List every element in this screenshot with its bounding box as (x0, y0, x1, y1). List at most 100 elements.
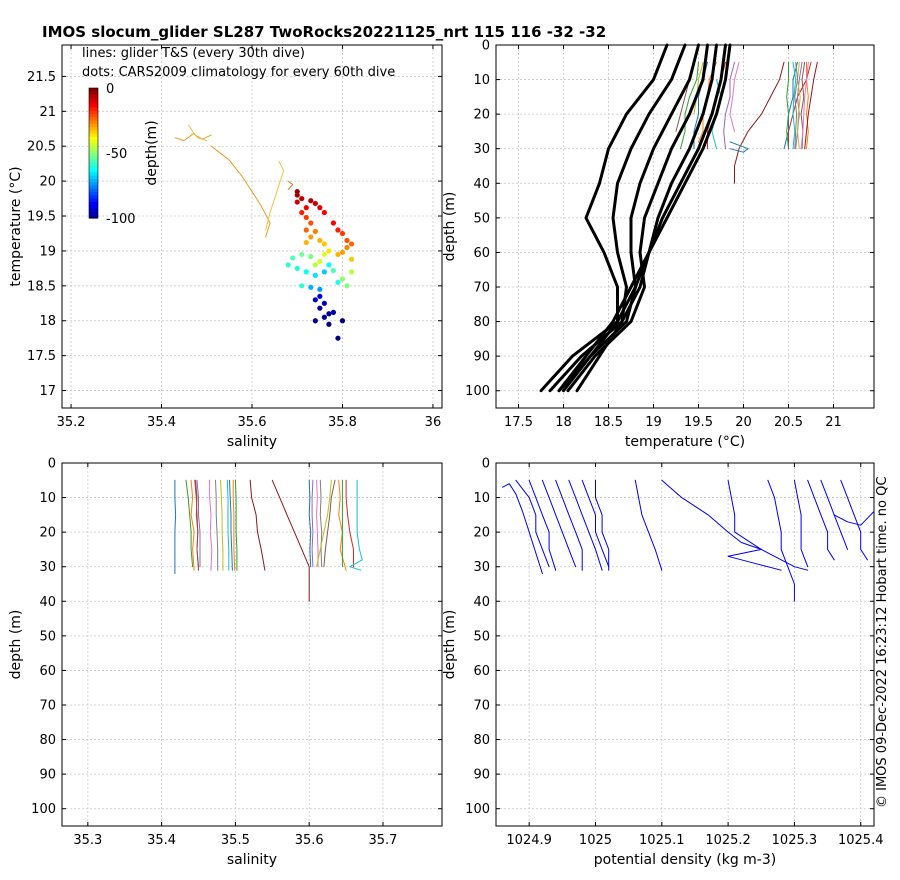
climatology-point (312, 297, 318, 303)
y-tick-label: 90 (473, 768, 490, 783)
y-tick-label: 40 (473, 595, 490, 610)
y-axis-label: depth (m) (8, 610, 24, 680)
legend-note-lines: lines: glider T&S (every 30th dive) (82, 46, 305, 61)
colorbar-segment (89, 179, 98, 183)
x-tick-label: 35.8 (328, 415, 357, 430)
colorbar-segment (89, 133, 98, 138)
colorbar-tick-label: -50 (106, 147, 127, 162)
climatology-point (321, 241, 327, 247)
glider-density-profile (767, 479, 795, 602)
y-tick-label: 60 (473, 664, 490, 679)
climatology-point (344, 237, 350, 244)
climatology-temperature-profile (557, 43, 732, 393)
glider-temperature-profile (729, 141, 749, 153)
colorbar-segment (89, 169, 98, 174)
glider-density-profile (555, 479, 583, 571)
glider-salinity-profile (215, 479, 219, 571)
glider-salinity-profile (196, 479, 201, 568)
climatology-point (312, 318, 318, 324)
salinity-depth-axes: 35.3 35.4 35.5 35.6 35.7 0 10 20 30 40 50 60 70 80 90 1… (8, 457, 443, 868)
climatology-point (335, 251, 341, 258)
colorbar-segment (89, 120, 98, 125)
glider-salinity-profile (220, 479, 224, 571)
glider-temperature-profile (693, 61, 704, 115)
climatology-point (308, 220, 314, 226)
x-tick-label: 36 (425, 415, 442, 430)
glider-salinity-profile (338, 479, 347, 571)
glider-salinity-profile (190, 479, 195, 571)
ts-axes: 35.2 35.4 35.6 35.8 36 17 17.5 18 18.5 19 19.5 20 20… (8, 44, 443, 450)
colorbar-segment (89, 166, 98, 170)
glider-temperature-profile (783, 61, 798, 150)
glider-temperature-profile (729, 61, 740, 132)
colorbar-segment (89, 162, 98, 167)
y-tick-label: 70 (473, 281, 490, 296)
climatology-point (326, 248, 332, 254)
climatology-point (317, 237, 323, 244)
y-tick-label: 80 (39, 733, 56, 748)
y-tick-label: 50 (473, 211, 490, 226)
y-tick-label: 70 (473, 699, 490, 714)
climatology-point (303, 239, 309, 246)
colorbar-segment (89, 159, 98, 164)
gridlines (62, 45, 442, 408)
density-depth-axes: 1024.9 1025 1025.1 1025.2 1025.3 1025.4 0 10 20 3… (442, 457, 883, 869)
y-tick-label: 19 (39, 244, 56, 259)
climatology-point (285, 262, 291, 268)
glider-salinity-profile (195, 479, 199, 568)
climatology-point (335, 279, 341, 285)
colorbar-segment (89, 188, 98, 193)
climatology-point (317, 205, 323, 211)
colorbar-segment (89, 211, 98, 216)
colorbar-segment (89, 114, 98, 118)
glider-salinity-profile (234, 479, 238, 571)
x-axis-label: temperature (°C) (625, 434, 745, 450)
y-tick-label: 18 (39, 314, 56, 329)
climatology-point (321, 269, 327, 275)
glider-density-profile (595, 479, 610, 571)
climatology-point (308, 253, 314, 260)
glider-density-profile (793, 479, 809, 568)
glider-temperature-profile (723, 61, 735, 150)
climatology-point (339, 318, 346, 324)
x-tick-label: 35.6 (295, 833, 324, 848)
climatology-point (317, 305, 323, 311)
glider-density-profile (541, 479, 577, 568)
climatology-temperature-profile (562, 43, 727, 393)
glider-temperature-profile (786, 61, 789, 150)
colorbar-segment (89, 205, 98, 209)
x-tick-label: 35.5 (221, 833, 250, 848)
glider-ts-line (174, 133, 212, 142)
colorbar-segment (89, 107, 98, 112)
x-tick-label: 35.4 (147, 415, 176, 430)
y-tick-label: 30 (473, 142, 490, 157)
y-tick-label: 40 (473, 177, 490, 192)
glider-density-profile (727, 479, 809, 571)
colorbar-segment (89, 156, 98, 161)
glider-salinity-profile (349, 479, 363, 571)
colorbar-segment (89, 153, 98, 157)
climatology-point (321, 209, 327, 216)
climatology-point (299, 251, 305, 258)
glider-ts-line (287, 180, 294, 190)
plot-area (496, 463, 874, 826)
glider-ts-line (210, 145, 271, 238)
climatology-temperature-profile (566, 43, 709, 393)
climatology-point (308, 198, 314, 204)
x-tick-label: 35.4 (147, 833, 176, 848)
climatology-point (290, 255, 296, 261)
y-tick-label: 10 (473, 73, 490, 88)
y-tick-label: 80 (473, 733, 490, 748)
climatology-point (294, 199, 300, 205)
climatology-point (303, 214, 309, 221)
y-tick-label: 90 (473, 350, 490, 365)
climatology-point (339, 276, 346, 282)
glider-ts-line (265, 161, 285, 231)
climatology-point (303, 205, 309, 211)
y-tick-label: 0 (48, 457, 56, 472)
axes-frame (495, 462, 875, 827)
y-tick-label: 10 (39, 491, 56, 506)
climatology-point (299, 195, 305, 202)
glider-density-profile (833, 510, 875, 526)
x-tick-label: 1025.4 (838, 833, 884, 848)
